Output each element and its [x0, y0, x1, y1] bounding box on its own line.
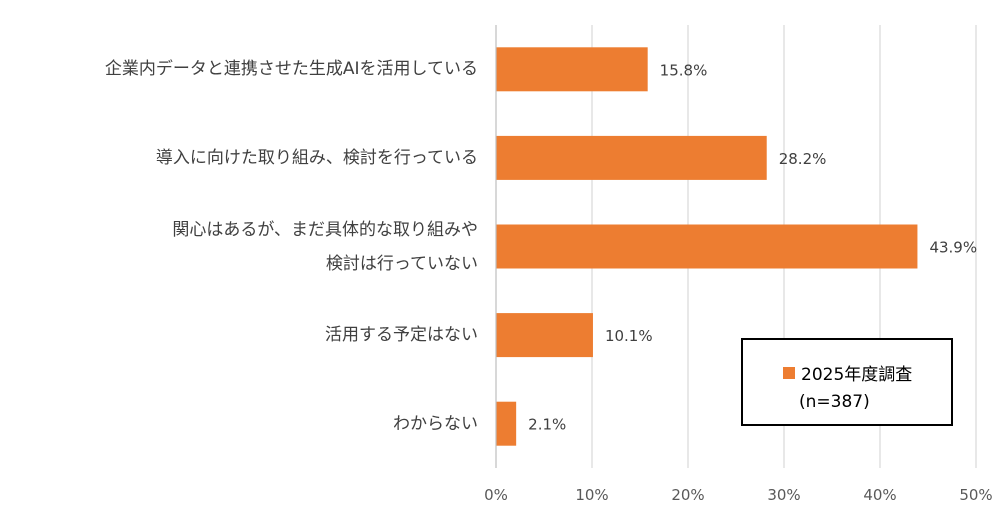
- legend: 2025年度調査 (n=387): [741, 338, 953, 426]
- legend-swatch: [783, 367, 795, 379]
- x-tick-label: 20%: [671, 486, 704, 504]
- bars: [496, 47, 918, 446]
- x-tick-label: 10%: [575, 486, 608, 504]
- legend-sample-size: (n=387): [799, 392, 870, 412]
- category-label-line: 関心はあるが、まだ具体的な取り組みや: [172, 219, 478, 240]
- category-label-line: 企業内データと連携させた生成AIを活用している: [104, 59, 478, 80]
- value-label: 28.2%: [779, 150, 827, 168]
- category-label: 関心はあるが、まだ具体的な取り組みや検討は行っていない: [172, 213, 478, 281]
- value-labels: 15.8% 28.2% 43.9% 10.1% 2.1%: [528, 61, 977, 433]
- value-label: 2.1%: [528, 416, 566, 434]
- x-tick-label: 0%: [484, 486, 508, 504]
- bar: [496, 313, 593, 358]
- value-label: 43.9%: [929, 239, 977, 257]
- x-tick-label: 50%: [959, 486, 992, 504]
- bar: [496, 47, 648, 92]
- bar: [496, 224, 918, 269]
- category-label: わからない: [393, 407, 478, 441]
- category-label-line: 活用する予定はない: [325, 325, 478, 346]
- value-label: 10.1%: [605, 327, 653, 345]
- category-label-line: 導入に向けた取り組み、検討を行っている: [155, 147, 478, 168]
- category-label: 企業内データと連携させた生成AIを活用している: [105, 52, 478, 86]
- bar: [496, 401, 517, 446]
- category-label: 活用する予定はない: [325, 318, 478, 352]
- x-tick-labels: 0% 10% 20% 30% 40% 50%: [484, 486, 993, 504]
- x-tick-label: 40%: [863, 486, 896, 504]
- bar: [496, 135, 767, 180]
- legend-series-name: 2025年度調査: [801, 365, 913, 385]
- category-label-line: わからない: [393, 413, 478, 434]
- category-label: 導入に向けた取り組み、検討を行っている: [156, 141, 478, 175]
- category-label-line: 検討は行っていない: [325, 253, 478, 274]
- x-tick-label: 30%: [767, 486, 800, 504]
- value-label: 15.8%: [660, 61, 708, 79]
